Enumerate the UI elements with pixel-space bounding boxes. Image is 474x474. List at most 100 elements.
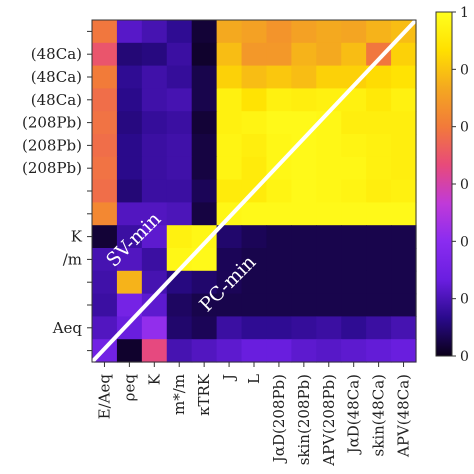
heatmap-cell: [291, 270, 317, 295]
heatmap-cell: [166, 179, 193, 203]
heatmap-cell: [291, 179, 317, 203]
heatmap-cell: [316, 270, 342, 295]
heatmap-cell: [191, 65, 218, 89]
heatmap-cell: [391, 270, 417, 295]
column-label: ρeq: [120, 374, 138, 402]
heatmap-cell: [166, 339, 193, 363]
heatmap-cell: [366, 225, 392, 249]
heatmap-cell: [241, 248, 268, 272]
heatmap-cell: [241, 134, 268, 158]
row-label: (208Pb): [22, 159, 82, 177]
heatmap-cell: [341, 248, 367, 272]
heatmap-cell: [341, 316, 367, 340]
heatmap-cell: [341, 156, 367, 181]
heatmap-cell: [116, 179, 143, 203]
column-label: L: [245, 374, 263, 384]
heatmap-cell: [116, 248, 143, 272]
heatmap-cell: [291, 42, 317, 67]
heatmap-cell: [141, 248, 168, 272]
heatmap-cell: [216, 42, 243, 67]
heatmap-cell: [341, 88, 367, 112]
heatmap-cell: [291, 88, 317, 112]
heatmap-cell: [316, 293, 342, 317]
heatmap-cell: [241, 270, 268, 295]
row-label: (48Ca): [31, 91, 82, 109]
heatmap-cell: [92, 42, 118, 67]
column-label: m*/m: [170, 374, 188, 415]
heatmap-cell: [216, 270, 243, 295]
heatmap-cell: [116, 65, 143, 89]
heatmap-cell: [191, 156, 218, 181]
heatmap-cell: [141, 20, 168, 44]
heatmap-cell: [291, 293, 317, 317]
heatmap-cell: [116, 270, 143, 295]
heatmap-cell: [266, 293, 292, 317]
heatmap-cell: [216, 88, 243, 112]
row-label: Aeq: [52, 319, 83, 337]
heatmap-cell: [316, 225, 342, 249]
column-label: skin(48Ca): [370, 374, 388, 456]
heatmap-cell: [216, 225, 243, 249]
heatmap-cell: [316, 248, 342, 272]
heatmap-cell: [366, 42, 392, 67]
heatmap-cell: [191, 316, 218, 340]
heatmap-cell: [366, 339, 392, 363]
heatmap-cell: [316, 20, 342, 44]
heatmap-cell: [216, 156, 243, 181]
heatmap-cell: [191, 248, 218, 272]
heatmap-cell: [391, 339, 417, 363]
heatmap-cell: [341, 270, 367, 295]
heatmap-cell: [291, 225, 317, 249]
heatmap-cell: [166, 88, 193, 112]
column-label: APV(208Pb): [320, 374, 338, 467]
heatmap-cell: [141, 111, 168, 135]
heatmap-cell: [116, 293, 143, 317]
heatmap-cell: [366, 65, 392, 89]
heatmap-cell: [191, 42, 218, 67]
heatmap-cell: [266, 65, 292, 89]
heatmap-cell: [391, 134, 417, 158]
heatmap-cell: [216, 179, 243, 203]
heatmap-cell: [366, 20, 392, 44]
heatmap-cell: [391, 179, 417, 203]
heatmap-cell: [341, 339, 367, 363]
heatmap-cell: [391, 65, 417, 89]
row-label: /m: [63, 250, 82, 268]
heatmap-cell: [116, 339, 143, 363]
heatmap-cell: [141, 339, 168, 363]
row-label: (208Pb): [22, 114, 82, 132]
heatmap-cell: [92, 111, 118, 135]
heatmap-cell: [191, 339, 218, 363]
row-label: (48Ca): [31, 68, 82, 86]
column-label: E/Aeq: [96, 374, 114, 420]
heatmap-cell: [241, 202, 268, 226]
heatmap-cell: [116, 134, 143, 158]
heatmap-cell: [266, 88, 292, 112]
heatmap-cell: [116, 156, 143, 181]
heatmap-cell: [241, 111, 268, 135]
colorbar-tick-label: 1: [460, 5, 469, 21]
heatmap-cell: [141, 42, 168, 67]
heatmap-cell: [116, 316, 143, 340]
heatmap-cell: [291, 202, 317, 226]
heatmap-cell: [341, 111, 367, 135]
heatmap-cell: [366, 88, 392, 112]
colorbar: 1 0 0 0 0 0 0: [435, 5, 469, 365]
heatmap-cell: [92, 293, 118, 317]
heatmap-cell: [391, 202, 417, 226]
heatmap-cell: [216, 339, 243, 363]
heatmap-cell: [241, 88, 268, 112]
column-label: κTRK: [195, 373, 213, 416]
heatmap-cell: [266, 20, 292, 44]
heatmap-cell: [166, 111, 193, 135]
heatmap-cell: [191, 270, 218, 295]
heatmap-cell: [216, 111, 243, 135]
heatmap-cell: [92, 248, 118, 272]
row-labels: (48Ca) (48Ca) (48Ca) (208Pb) (208Pb) (208Pb) K…: [22, 45, 83, 337]
heatmap-cell: [166, 65, 193, 89]
heatmap-cell: [266, 134, 292, 158]
heatmap-cell: [391, 225, 417, 249]
heatmap-cell: [191, 20, 218, 44]
